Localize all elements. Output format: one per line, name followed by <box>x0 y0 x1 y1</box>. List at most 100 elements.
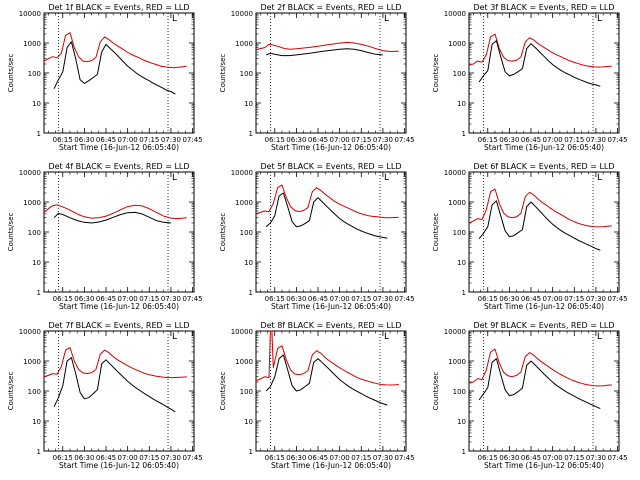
legend-mark: L <box>597 332 602 342</box>
y-tick-label: 10 <box>32 100 41 108</box>
x-tick-label: 06:30 <box>286 136 306 144</box>
y-tick-label: 100 <box>240 229 253 237</box>
y-axis-label: Counts/sec <box>432 213 440 252</box>
x-tick-label: 06:15 <box>478 295 498 303</box>
y-tick-label: 10 <box>244 100 253 108</box>
y-tick-label: 10 <box>244 259 253 267</box>
y-tick-label: 1000 <box>235 199 253 207</box>
chart-panel-8: Det 8f BLACK = Events, RED = LLD 1 10 100 10… <box>219 321 415 470</box>
y-tick-label: 1 <box>462 130 466 138</box>
x-tick-label: 07:45 <box>182 295 202 303</box>
series-events-line <box>265 48 383 57</box>
chart-title: Det 2f BLACK = Events, RED = LLD <box>260 3 401 12</box>
y-tick-label: 10000 <box>444 169 466 177</box>
legend-mark: L <box>384 173 389 183</box>
plot-frame <box>43 12 195 134</box>
x-tick-label: 06:45 <box>521 454 541 462</box>
chart-panel-3: Det 3f BLACK = Events, RED = LLD 1 10 100 10… <box>432 3 628 152</box>
x-tick-label: 07:15 <box>351 454 371 462</box>
x-tick-label: 07:45 <box>394 136 414 144</box>
y-tick-label: 10 <box>457 100 466 108</box>
x-axis-label: Start Time (16-Jun-12 06:05:40) <box>271 302 391 311</box>
plot-frame <box>255 12 407 134</box>
x-tick-label: 06:30 <box>286 454 306 462</box>
y-tick-label: 100 <box>453 70 466 78</box>
x-tick-label: 07:15 <box>351 295 371 303</box>
x-tick-label: 06:30 <box>499 454 519 462</box>
x-tick-label: 07:00 <box>118 295 138 303</box>
plot-frame <box>468 171 620 293</box>
chart-panel-5: Det 5f BLACK = Events, RED = LLD 1 10 100 10… <box>219 162 415 311</box>
x-tick-label: 06:15 <box>53 295 73 303</box>
y-tick-label: 10000 <box>19 328 41 336</box>
x-tick-label: 07:00 <box>118 454 138 462</box>
x-tick-label: 07:00 <box>543 454 563 462</box>
series-events-line <box>265 354 388 406</box>
y-axis-label: Counts/sec <box>219 54 227 93</box>
y-tick-label: 1 <box>37 289 41 297</box>
x-tick-label: 06:45 <box>96 454 116 462</box>
plot-frame <box>255 330 407 452</box>
x-tick-label: 07:45 <box>607 295 627 303</box>
x-tick-label: 07:45 <box>394 295 414 303</box>
chart-title: Det 8f BLACK = Events, RED = LLD <box>260 321 401 330</box>
y-tick-label: 1000 <box>23 40 41 48</box>
x-tick-label: 07:00 <box>543 295 563 303</box>
y-tick-label: 10000 <box>231 169 253 177</box>
chart-panel-9: Det 9f BLACK = Events, RED = LLD 1 10 100 10… <box>432 321 628 470</box>
y-tick-label: 100 <box>28 388 41 396</box>
y-tick-label: 1 <box>249 289 253 297</box>
x-tick-label: 07:45 <box>394 454 414 462</box>
series-lld-line <box>468 188 612 228</box>
x-tick-label: 06:30 <box>74 295 94 303</box>
x-tick-label: 06:30 <box>74 136 94 144</box>
chart-panel-6: Det 6f BLACK = Events, RED = LLD 1 10 100 10… <box>432 162 628 311</box>
x-tick-label: 06:45 <box>308 136 328 144</box>
x-tick-label: 07:30 <box>373 295 393 303</box>
series-lld-line <box>43 204 187 220</box>
y-tick-label: 10 <box>457 259 466 267</box>
legend-mark: L <box>172 14 177 24</box>
y-tick-label: 10 <box>32 259 41 267</box>
x-tick-label: 07:00 <box>118 136 138 144</box>
y-tick-label: 1 <box>462 289 466 297</box>
plot-frame <box>43 330 195 452</box>
series-events-line <box>53 357 176 413</box>
chart-panel-7: Det 7f BLACK = Events, RED = LLD 1 10 100 10… <box>7 321 203 470</box>
x-tick-label: 07:30 <box>586 454 606 462</box>
x-axis-label: Start Time (16-Jun-12 06:05:40) <box>59 143 179 152</box>
x-tick-label: 07:30 <box>586 136 606 144</box>
x-tick-label: 07:15 <box>564 295 584 303</box>
x-tick-label: 07:30 <box>161 295 181 303</box>
x-tick-label: 06:15 <box>53 454 73 462</box>
chart-panel-1: Det 1f BLACK = Events, RED = LLD 1 10 100 10… <box>7 3 203 152</box>
x-tick-label: 07:45 <box>182 136 202 144</box>
y-tick-label: 1000 <box>448 40 466 48</box>
x-tick-label: 07:15 <box>564 454 584 462</box>
y-tick-label: 10000 <box>19 10 41 18</box>
legend-mark: L <box>384 332 389 342</box>
x-tick-label: 06:30 <box>499 295 519 303</box>
x-tick-label: 07:45 <box>607 454 627 462</box>
y-tick-label: 1000 <box>448 358 466 366</box>
chart-title: Det 9f BLACK = Events, RED = LLD <box>473 321 614 330</box>
y-tick-label: 100 <box>453 229 466 237</box>
y-tick-label: 10 <box>457 418 466 426</box>
y-axis-label: Counts/sec <box>219 372 227 411</box>
y-axis-label: Counts/sec <box>432 54 440 93</box>
y-tick-label: 100 <box>453 388 466 396</box>
x-tick-label: 06:15 <box>265 454 285 462</box>
x-tick-label: 07:30 <box>161 454 181 462</box>
x-tick-label: 07:45 <box>607 136 627 144</box>
plot-frame <box>43 171 195 293</box>
series-lld-line <box>468 348 612 387</box>
y-tick-label: 1000 <box>23 358 41 366</box>
x-tick-label: 07:15 <box>564 136 584 144</box>
x-axis-label: Start Time (16-Jun-12 06:05:40) <box>271 143 391 152</box>
series-events-line <box>478 200 601 251</box>
series-lld-line <box>255 330 399 386</box>
y-tick-label: 10 <box>244 418 253 426</box>
legend-mark: L <box>172 173 177 183</box>
series-lld-line <box>43 347 187 379</box>
